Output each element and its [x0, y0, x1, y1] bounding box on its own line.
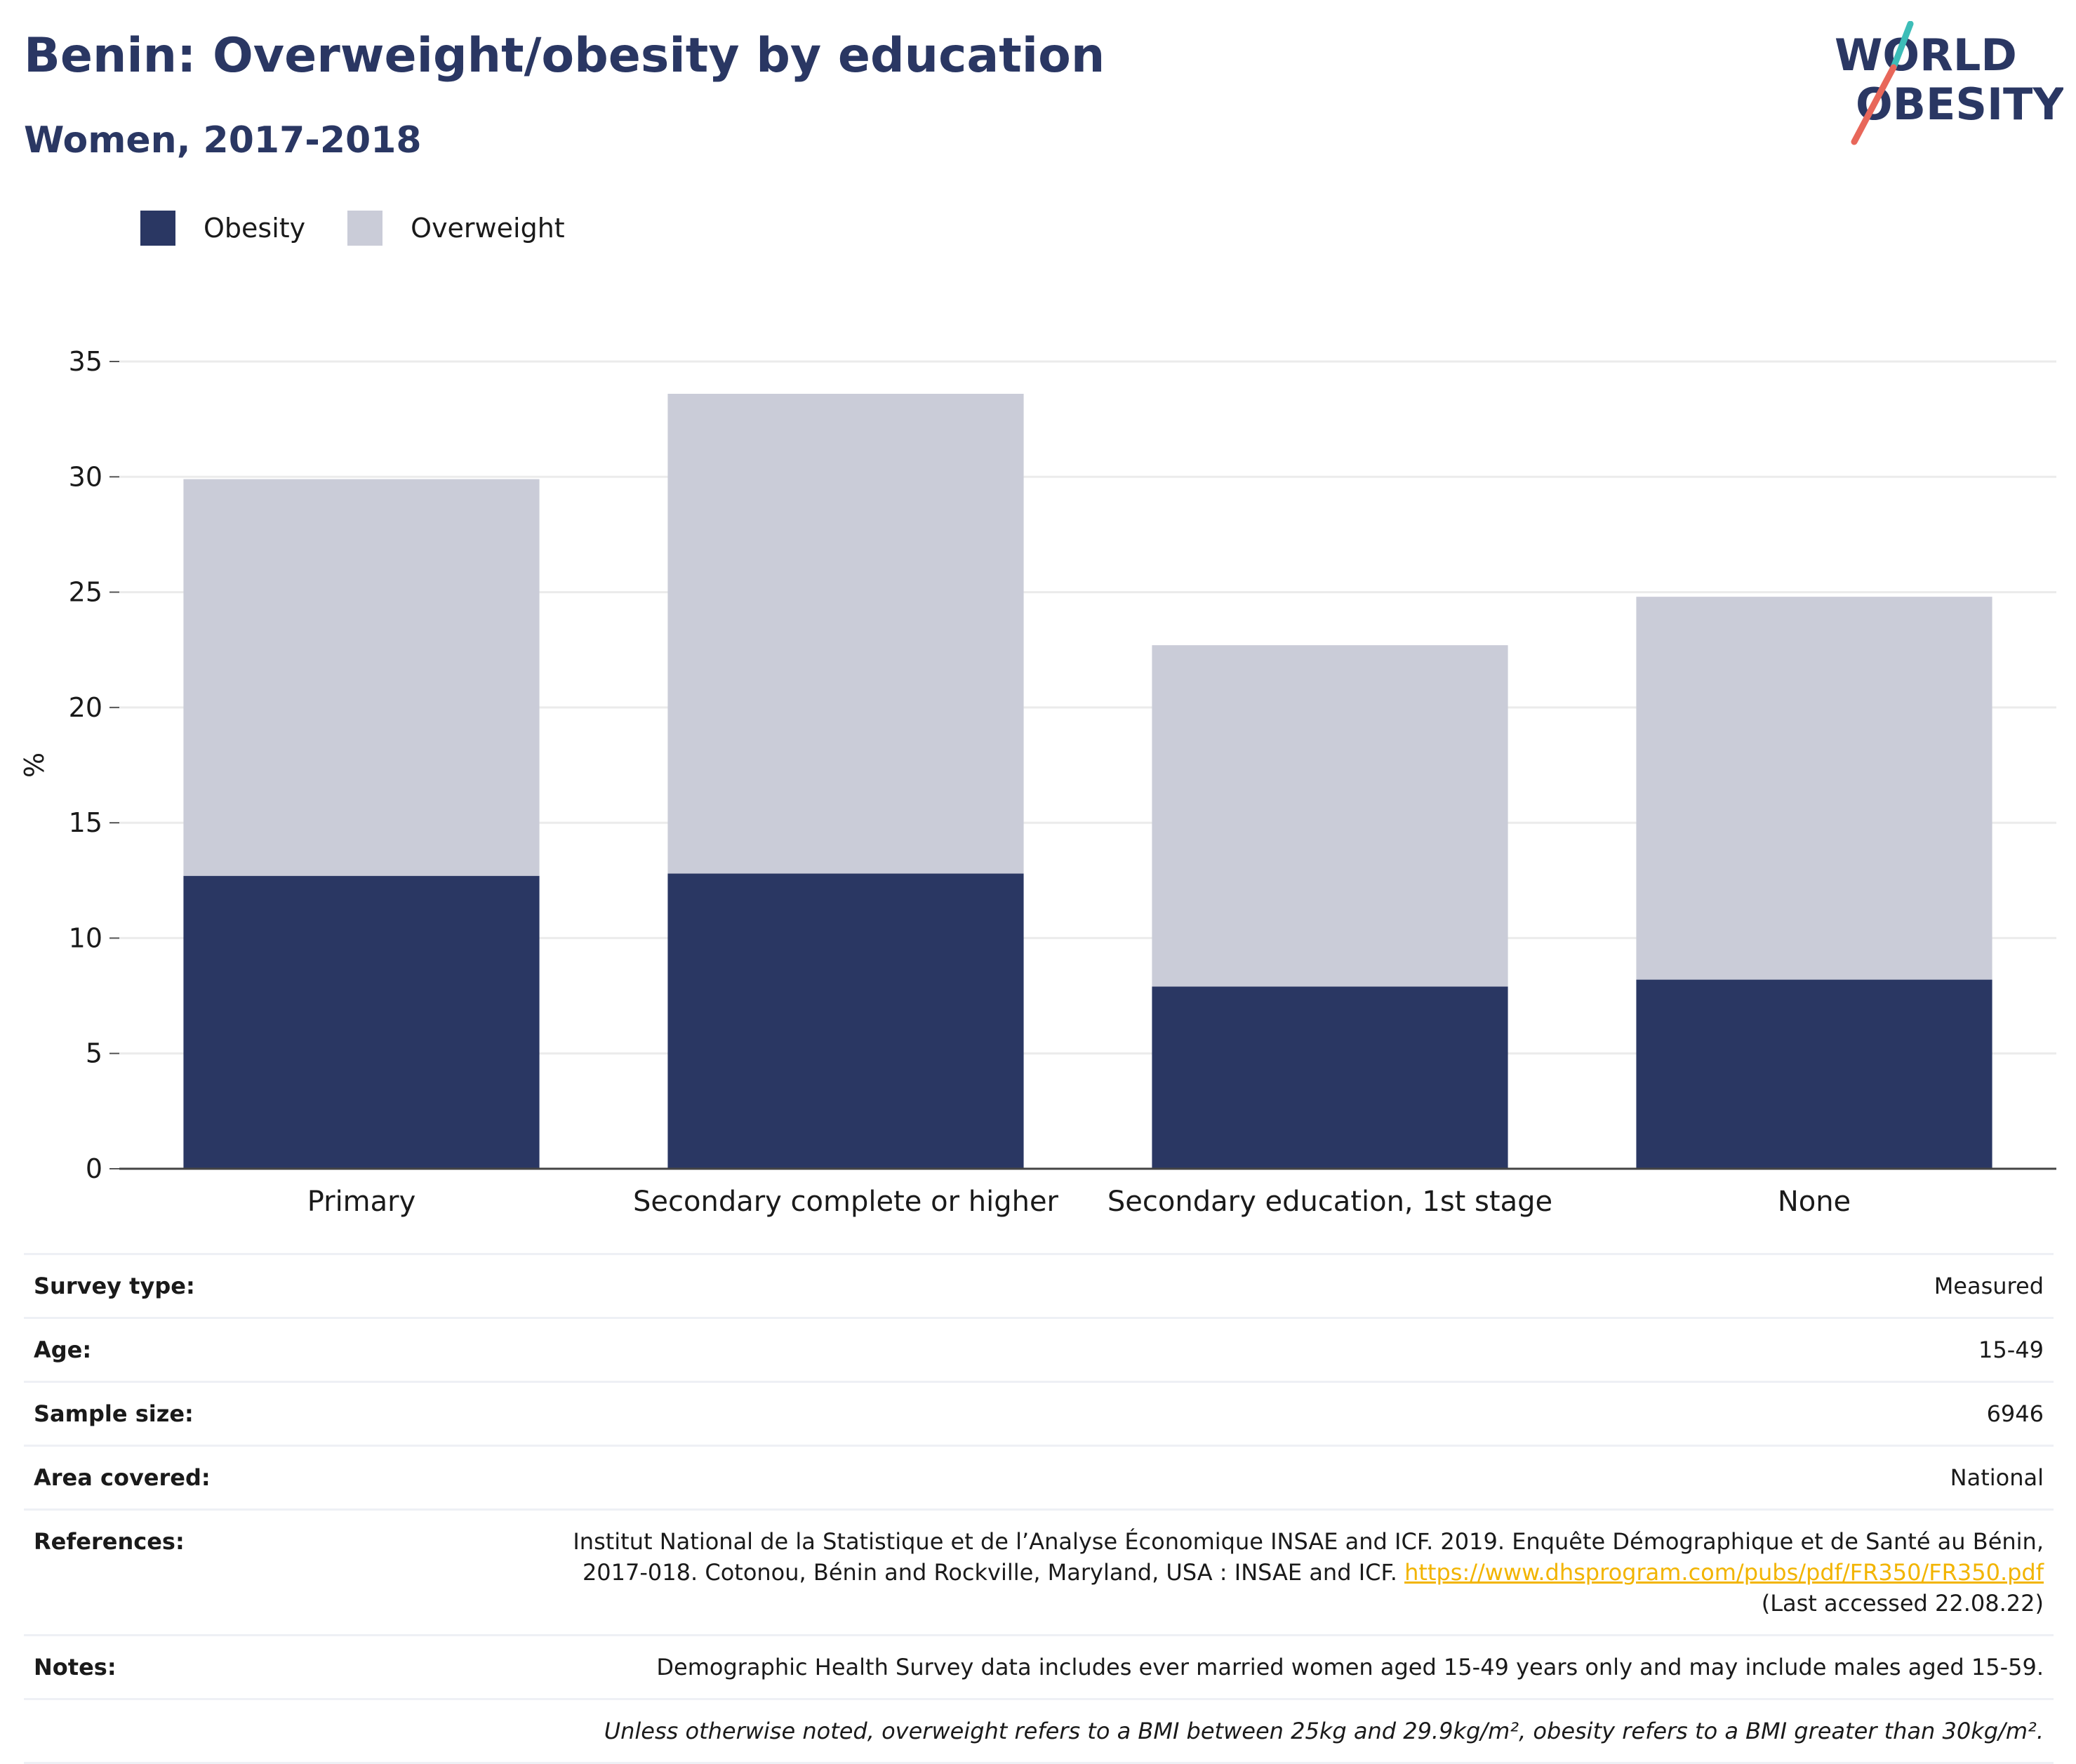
- bars: Primary – Obesity: 12.7Primary – Overwei…: [183, 394, 1992, 1169]
- meta-key: References:: [34, 1528, 185, 1555]
- stacked-bar-chart: Primary – Obesity: 12.7Primary – Overwei…: [19, 346, 2056, 1218]
- meta-row-area: Area covered: National: [24, 1445, 2054, 1508]
- survey-metadata-table: Survey type: Measured Age: 15-49 Sample …: [24, 1253, 2054, 1764]
- meta-value: Measured: [1934, 1273, 2044, 1299]
- x-category-label: None: [1778, 1186, 1851, 1218]
- bar-obesity[interactable]: Secondary education, 1st stage – Obesity…: [1152, 986, 1508, 1169]
- legend-swatch-obesity: [140, 211, 175, 246]
- axes: 0 5 10 15 20 25 30 35 Primary Secondary complete …: [69, 346, 2056, 1218]
- x-category-label: Secondary education, 1st stage: [1107, 1186, 1552, 1218]
- y-tick-label: 25: [69, 577, 102, 608]
- meta-key: Age:: [34, 1337, 92, 1363]
- y-tick-label: 10: [69, 922, 102, 953]
- legend-item-overweight[interactable]: Overweight: [347, 211, 565, 246]
- bar-overweight[interactable]: Secondary education, 1st stage – Overwei…: [1152, 645, 1508, 987]
- y-tick-label: 0: [86, 1153, 102, 1184]
- y-axis-label: %: [19, 752, 50, 778]
- reference-link[interactable]: https://www.dhsprogram.com/pubs/pdf/FR35…: [1404, 1559, 2044, 1586]
- bmi-footnote: Unless otherwise noted, overweight refer…: [604, 1718, 2044, 1744]
- y-tick-label: 30: [69, 461, 102, 492]
- reference-line-1: Institut National de la Statistique et d…: [573, 1528, 2044, 1555]
- y-tick-label: 5: [86, 1038, 102, 1069]
- logo-line-1: WORLD: [1835, 29, 2017, 81]
- meta-row-footnote: Unless otherwise noted, overweight refer…: [24, 1698, 2054, 1764]
- logo-line-2: OBESITY: [1856, 79, 2063, 130]
- meta-value: 15-49: [1978, 1337, 2044, 1363]
- chart-subtitle: Women, 2017-2018: [24, 119, 422, 161]
- bar-overweight[interactable]: Primary – Overweight: 17.2: [183, 479, 540, 876]
- meta-key: Notes:: [34, 1654, 117, 1680]
- meta-value: National: [1950, 1464, 2044, 1491]
- world-obesity-logo: WORLD OBESITY: [1835, 21, 2063, 145]
- references-text: Institut National de la Statistique et d…: [573, 1526, 2044, 1619]
- bar-obesity[interactable]: Secondary complete or higher – Obesity: …: [667, 873, 1024, 1169]
- meta-row-references: References: Institut National de la Stat…: [24, 1508, 2054, 1634]
- meta-value: Demographic Health Survey data includes …: [656, 1654, 2044, 1680]
- legend-swatch-overweight: [347, 211, 383, 246]
- y-tick-label: 15: [69, 807, 102, 838]
- legend-item-obesity[interactable]: Obesity: [140, 211, 305, 246]
- meta-key: Sample size:: [34, 1400, 194, 1427]
- meta-key: Survey type:: [34, 1273, 195, 1299]
- bar-obesity[interactable]: Primary – Obesity: 12.7: [183, 875, 540, 1169]
- x-category-label: Primary: [307, 1186, 416, 1218]
- meta-key: Area covered:: [34, 1464, 211, 1491]
- meta-row-sample-size: Sample size: 6946: [24, 1381, 2054, 1445]
- meta-value: 6946: [1986, 1400, 2044, 1427]
- bar-overweight[interactable]: None – Overweight: 16.6: [1636, 597, 1992, 980]
- bar-overweight[interactable]: Secondary complete or higher – Overweigh…: [667, 394, 1024, 874]
- meta-row-age: Age: 15-49: [24, 1317, 2054, 1381]
- meta-row-survey-type: Survey type: Measured: [24, 1253, 2054, 1317]
- chart-legend: Obesity Overweight: [140, 211, 607, 246]
- chart-title: Benin: Overweight/obesity by education: [24, 28, 1105, 84]
- y-tick-label: 35: [69, 346, 102, 377]
- reference-accessed: (Last accessed 22.08.22): [1761, 1590, 2044, 1617]
- bar-obesity[interactable]: None – Obesity: 8.2: [1636, 979, 1992, 1169]
- y-tick-label: 20: [69, 692, 102, 723]
- logo-slash-bottom: [1851, 64, 1897, 145]
- x-category-label: Secondary complete or higher: [633, 1186, 1059, 1218]
- logo-slash-top: [1890, 21, 1914, 71]
- legend-label-overweight: Overweight: [411, 213, 565, 244]
- meta-row-notes: Notes: Demographic Health Survey data in…: [24, 1634, 2054, 1698]
- legend-label-obesity: Obesity: [204, 213, 306, 244]
- reference-line-2: 2017-018. Cotonou, Bénin and Rockville, …: [582, 1559, 1397, 1586]
